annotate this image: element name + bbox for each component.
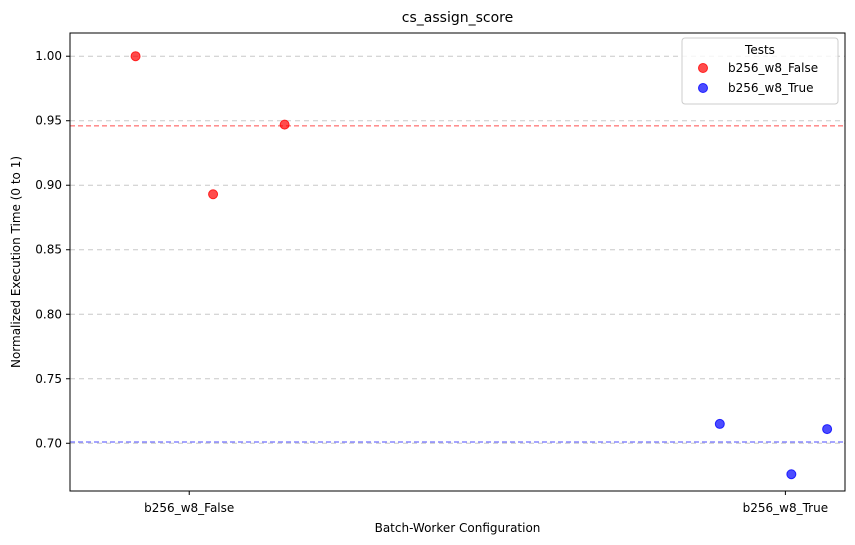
data-point [822,424,833,435]
legend-label: b256_w8_False [728,61,818,75]
x-axis-ticks: b256_w8_False b256_w8_True [144,491,828,515]
data-point [208,189,219,200]
data-point [714,418,725,429]
data-point [279,119,290,130]
legend-items: b256_w8_False b256_w8_True [698,61,818,95]
grid-lines [70,55,845,444]
legend-marker [698,83,708,93]
x-axis-label: Batch-Worker Configuration [375,521,541,535]
y-tick-label: 1.00 [35,49,62,63]
y-tick-label: 0.80 [35,307,62,321]
y-tick-label: 0.75 [35,372,62,386]
chart-title: cs_assign_score [402,10,513,26]
x-tick-label: b256_w8_True [743,501,828,515]
y-tick-label: 0.95 [35,114,62,128]
x-tick-label: b256_w8_False [144,501,234,515]
y-tick-label: 0.85 [35,243,62,257]
legend: Tests b256_w8_False b256_w8_True [681,37,839,105]
data-point [786,469,797,480]
plot-frame [69,32,846,492]
y-axis-label: Normalized Execution Time (0 to 1) [9,156,23,368]
data-points [130,51,833,480]
legend-box [681,37,839,105]
legend-label: b256_w8_True [728,81,813,95]
legend-marker [698,63,708,73]
y-tick-label: 0.70 [35,436,62,450]
data-point [130,51,141,62]
mean-lines [70,125,845,443]
y-axis-ticks: 0.70 0.75 0.80 0.85 0.90 0.95 1.00 [35,49,70,450]
legend-title: Tests [744,43,775,57]
y-tick-label: 0.90 [35,178,62,192]
